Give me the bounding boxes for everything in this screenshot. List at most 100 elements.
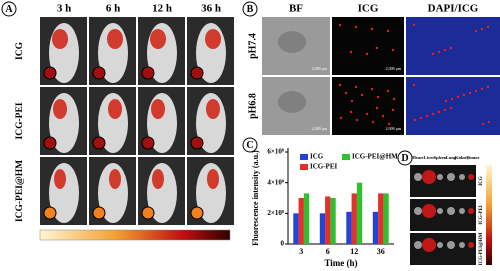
fluorescence [207,169,219,189]
organ [468,242,474,248]
panel-badge [242,137,258,153]
color-bar [486,165,492,265]
signal [365,52,369,56]
bar [346,211,352,244]
row-label: pH6.8 [247,93,258,119]
y-tick-label: 4×10⁸ [267,178,284,186]
organ [422,238,436,252]
scale-bar: 2,000 µm [312,66,328,72]
panel-label: B [247,4,254,15]
panel-badge [1,1,17,17]
tumor-region [141,66,155,80]
signal [474,89,478,93]
fluorescence [152,169,164,189]
organ-image [410,199,476,231]
column-label: BF [289,3,303,15]
column-label: 3 h [57,3,71,15]
signal [371,120,375,124]
signal [370,27,374,31]
signal [350,99,354,103]
column-label: ICG [358,3,379,15]
signal [392,97,396,101]
signal [480,87,484,91]
bar [372,211,379,244]
organ [414,207,422,215]
signal [474,29,478,33]
signal [349,110,353,114]
x-tick-label: 36 [377,247,385,256]
row-label: ICG [479,176,484,186]
column-label: Heart [412,155,424,160]
signal [449,46,453,50]
signal [355,118,359,122]
bar [303,193,310,244]
signal [360,93,364,97]
y-tick-label: 2×10⁸ [267,209,284,217]
legend-swatch [300,154,308,160]
bar [298,198,304,244]
column-label: 36 h [201,3,221,15]
organ [468,174,474,180]
tumor-region [141,136,155,150]
organ-image [410,165,476,197]
panel-label: D [401,153,408,164]
tumor-region [92,66,106,80]
signal [443,108,447,112]
bar [383,193,389,244]
scale-bar: 2,000 µm [312,126,328,132]
x-tick-label: 3 [299,247,303,256]
signal [375,46,379,50]
row-label: ICG-PEI [15,102,25,139]
micrograph [406,77,500,135]
organ [447,241,455,249]
fluorescence [52,29,68,49]
micrograph [332,17,404,75]
organ [459,242,465,248]
fluorescence [107,29,123,49]
tumor-region [92,136,106,150]
tumor-region [190,66,204,80]
tumor-region [190,136,204,150]
organ [437,174,443,180]
row-label: ICG-PEI [479,205,484,225]
signal [437,110,441,114]
tumor-region [190,206,204,220]
y-tick-label: 6×10⁸ [267,148,284,156]
signal [487,120,491,124]
bar [356,182,363,244]
legend-swatch [342,154,350,160]
panel-badge [242,1,258,17]
signal [431,112,435,116]
organ [447,207,455,215]
organ-image [410,233,476,265]
tumor-region [92,206,106,220]
micrograph [406,17,500,75]
y-tick-label: 0 [281,240,285,248]
panel-label: C [246,140,253,151]
signal [381,114,385,118]
column-label: 6 h [106,3,120,15]
row-label: ICG-PEI@HM [15,160,25,222]
scale-bar: 2,000 µm [386,126,402,132]
signal [462,93,466,97]
scale-bar: 2,000 µm [386,66,402,72]
signal [375,106,379,110]
signal [339,116,343,120]
signal [412,23,416,27]
column-label: DAPI/ICG [428,3,479,15]
fluorescence [54,169,66,189]
fluorescence [206,99,220,119]
y-axis-label: Fluorescence intensity (a.u.) [251,150,260,246]
color-bar [39,229,231,241]
organ [447,173,455,181]
signal [419,116,423,120]
fluorescence [53,99,67,119]
column-label: Liver [424,155,435,160]
signal [481,122,485,126]
row-label: ICG [15,41,25,60]
fluorescence [151,99,165,119]
column-label: 12 h [152,3,172,15]
column-label: Lung [446,155,457,160]
x-tick-label: 6 [326,247,330,256]
